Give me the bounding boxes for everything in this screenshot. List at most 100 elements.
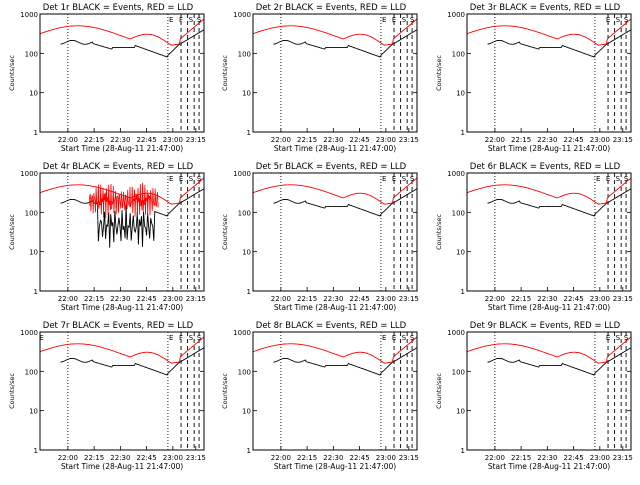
y-axis-label: Counts/sec: [8, 214, 16, 250]
annotation-label: S: [189, 334, 194, 342]
annotation-label: E: [169, 334, 173, 342]
y-tick-label: 100: [25, 209, 38, 217]
y-axis-label: Counts/sec: [435, 214, 443, 250]
lld-series-line: [252, 336, 418, 364]
annotation-label: S: [624, 334, 629, 342]
x-axis-label: Start Time (28-Aug-11 21:47:00): [61, 303, 183, 312]
annotation-label: S: [402, 16, 407, 24]
x-tick-label: 22:45: [350, 454, 370, 462]
plot-frame: [39, 13, 205, 133]
annotation-label: S: [624, 175, 629, 183]
annotation-label: E: [179, 175, 183, 183]
x-tick-label: 23:15: [399, 454, 419, 462]
y-tick-label: 10: [29, 408, 38, 416]
chart-panel-1: Det 1r BLACK = Events, RED = LLD 1 10 100 10…: [8, 3, 206, 153]
annotation-label: S: [197, 334, 202, 342]
x-tick-label: 22:15: [511, 454, 531, 462]
x-tick-label: 23:00: [376, 295, 396, 303]
x-tick-label: 23:00: [163, 136, 183, 144]
x-tick-label: 23:00: [376, 136, 396, 144]
x-tick-label: 22:30: [110, 136, 130, 144]
y-axis-label: Counts/sec: [8, 373, 16, 409]
x-tick-label: 22:00: [271, 454, 291, 462]
x-tick-label: 22:30: [537, 136, 557, 144]
y-tick-label: 10: [242, 90, 251, 98]
events-series-line: [487, 29, 632, 58]
y-tick-label: 1000: [233, 11, 251, 19]
events-series-line: [487, 347, 632, 376]
lld-noise-series-line: [88, 182, 159, 219]
y-tick-label: 1: [461, 447, 465, 455]
x-tick-label: 22:45: [350, 136, 370, 144]
annotation-label: E: [606, 334, 610, 342]
x-axis-label: Start Time (28-Aug-11 21:47:00): [488, 303, 610, 312]
x-tick-label: 22:15: [297, 136, 317, 144]
annotation-label: E: [606, 175, 610, 183]
y-tick-label: 100: [25, 368, 38, 376]
events-series-line: [60, 29, 205, 58]
chart-title: Det 8r BLACK = Events, RED = LLD: [256, 321, 407, 331]
annotation-label: S: [410, 334, 415, 342]
events-series-line: [273, 347, 418, 376]
y-tick-label: 1: [247, 129, 251, 137]
x-axis-label: Start Time (28-Aug-11 21:47:00): [61, 462, 183, 471]
plot-frame: [466, 331, 632, 451]
y-tick-label: 100: [238, 209, 251, 217]
annotation-label: S: [616, 16, 621, 24]
y-tick-label: 1: [34, 288, 38, 296]
x-tick-label: 23:00: [163, 295, 183, 303]
annotation-label: S: [402, 334, 407, 342]
y-tick-label: 100: [238, 50, 251, 58]
x-tick-label: 22:45: [564, 136, 584, 144]
annotation-label: S: [624, 16, 629, 24]
y-tick-label: 10: [29, 90, 38, 98]
x-tick-label: 22:45: [350, 295, 370, 303]
y-tick-label: 1000: [233, 170, 251, 178]
annotation-label: E: [169, 175, 173, 183]
chart-title: Det 6r BLACK = Events, RED = LLD: [470, 162, 621, 172]
annotation-label: S: [616, 175, 621, 183]
y-tick-label: 10: [456, 249, 465, 257]
annotation-label: E: [392, 334, 396, 342]
x-tick-label: 22:30: [323, 136, 343, 144]
annotation-label: S: [410, 175, 415, 183]
chart-panel-2: Det 2r BLACK = Events, RED = LLD 1 10 100 10…: [221, 3, 419, 153]
lld-series-line: [466, 177, 632, 205]
y-tick-label: 10: [242, 408, 251, 416]
x-axis-label: Start Time (28-Aug-11 21:47:00): [61, 144, 183, 153]
annotation-label: F: [179, 334, 183, 342]
plot-frame: [39, 331, 205, 451]
chart-panel-7: Det 7r BLACK = Events, RED = LLD 1 10 100 10…: [8, 321, 206, 471]
lld-series-line: [466, 336, 632, 364]
chart-panel-5: Det 5r BLACK = Events, RED = LLD 1 10 100 10…: [221, 162, 419, 312]
y-tick-label: 1000: [447, 329, 465, 337]
x-tick-label: 22:00: [58, 295, 78, 303]
lld-series-line: [39, 18, 205, 46]
chart-title: Det 4r BLACK = Events, RED = LLD: [43, 162, 194, 172]
plot-frame: [39, 172, 205, 292]
y-axis-label: Counts/sec: [221, 373, 229, 409]
events-series-line: [273, 29, 418, 58]
y-tick-label: 1: [461, 129, 465, 137]
x-tick-label: 22:45: [137, 136, 157, 144]
y-tick-label: 100: [452, 209, 465, 217]
x-tick-label: 22:30: [323, 295, 343, 303]
events-series-line: [60, 347, 205, 376]
x-tick-label: 22:45: [137, 295, 157, 303]
y-tick-label: 100: [452, 368, 465, 376]
annotation-label: S: [197, 175, 202, 183]
x-tick-label: 23:00: [590, 295, 610, 303]
annotation-label: F: [179, 16, 183, 24]
y-tick-label: 100: [238, 368, 251, 376]
y-axis-label: Counts/sec: [435, 55, 443, 91]
y-tick-label: 10: [456, 90, 465, 98]
chart-panel-8: Det 8r BLACK = Events, RED = LLD 1 10 100 10…: [221, 321, 419, 471]
x-tick-label: 22:45: [564, 295, 584, 303]
plot-frame: [466, 13, 632, 133]
annotation-label: E: [392, 175, 396, 183]
x-tick-label: 22:45: [564, 454, 584, 462]
events-series-line: [60, 188, 205, 248]
y-axis-label: Counts/sec: [8, 55, 16, 91]
x-tick-label: 22:00: [271, 295, 291, 303]
